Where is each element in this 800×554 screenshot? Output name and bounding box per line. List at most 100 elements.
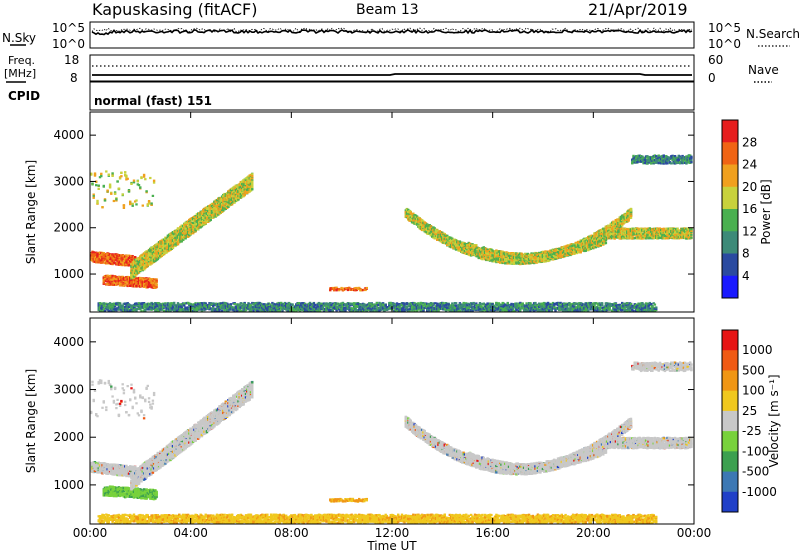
scatter-cell xyxy=(94,175,96,177)
scatter-cell xyxy=(176,307,178,309)
nave-label: Nave xyxy=(748,63,779,77)
scatter-cell xyxy=(93,197,95,199)
scatter-cell xyxy=(304,304,306,306)
scatter-cell xyxy=(104,199,106,201)
scatter-cell xyxy=(120,175,122,177)
scatter-cell xyxy=(116,180,118,182)
scatter-cell xyxy=(144,178,146,180)
scatter-cell xyxy=(338,288,340,290)
scatter-cell xyxy=(251,184,253,186)
noise-right-tick-bottom: 10^0 xyxy=(708,37,741,51)
scatter-cell xyxy=(119,177,121,179)
scatter-cell xyxy=(291,304,293,306)
scatter-cell xyxy=(223,309,225,311)
scatter-cell xyxy=(106,307,108,309)
scatter-cell xyxy=(366,287,368,289)
scatter-cell xyxy=(233,303,235,305)
scatter-cell xyxy=(100,173,102,175)
noise-sky-trace xyxy=(92,30,692,35)
scatter-cell xyxy=(132,205,134,207)
freq-tick-top: 18 xyxy=(64,53,79,67)
scatter-cell xyxy=(153,180,155,182)
scatter-cell xyxy=(145,190,147,192)
scatter-cell xyxy=(164,303,166,305)
scatter-cell xyxy=(118,188,120,190)
scatter-cell xyxy=(95,184,97,186)
scatter-cell xyxy=(142,205,144,207)
scatter-cell xyxy=(140,177,142,179)
scatter-cell xyxy=(140,310,142,312)
scatter-cell xyxy=(91,183,93,185)
scatter-cell xyxy=(123,207,125,209)
scatter-cell xyxy=(106,190,108,192)
scatter-cell xyxy=(129,203,131,205)
scatter-cell xyxy=(109,186,111,188)
scatter-cell xyxy=(251,175,253,177)
scatter-cell xyxy=(108,174,110,176)
scatter-cell xyxy=(251,186,253,188)
scatter-cell xyxy=(111,175,113,177)
scatter-cell xyxy=(113,200,115,202)
frequency-trace xyxy=(92,74,692,75)
scatter-cell xyxy=(123,204,125,206)
scatter-cell xyxy=(153,182,155,184)
scatter-cell xyxy=(101,262,103,264)
scatter-cell xyxy=(134,256,136,258)
frequency-panel-frame xyxy=(90,55,694,81)
scatter-cell xyxy=(124,171,126,173)
scatter-cell xyxy=(128,191,130,193)
scatter-cell xyxy=(152,195,154,197)
scatter-cell xyxy=(135,203,137,205)
scatter-cell xyxy=(130,183,132,185)
scatter-cell xyxy=(155,280,157,282)
scatter-cell xyxy=(105,170,107,172)
scatter-cell xyxy=(94,172,96,174)
scatter-cell xyxy=(155,286,157,288)
scatter-cell xyxy=(129,201,131,203)
scatter-cell xyxy=(103,308,105,310)
scatter-cell xyxy=(177,243,179,245)
scatter-cell xyxy=(122,193,124,195)
scatter-cell xyxy=(100,175,102,177)
scatter-cell xyxy=(150,202,152,204)
noise-right-tick-top: 10^5 xyxy=(708,21,741,35)
nave-tick-top: 60 xyxy=(708,53,723,67)
freq-tick-bottom: 8 xyxy=(70,71,78,85)
scatter-cell xyxy=(251,188,253,190)
scatter-cell xyxy=(138,184,140,186)
scatter-cell xyxy=(111,172,113,174)
scatter-cell xyxy=(96,200,98,202)
scatter-cell xyxy=(148,202,150,204)
scatter-cell xyxy=(139,186,141,188)
scatter-cell xyxy=(183,304,185,306)
scatter-cell xyxy=(101,206,103,208)
scatter-cell xyxy=(98,188,100,190)
scatter-cell xyxy=(172,247,174,249)
scatter-cell xyxy=(132,203,134,205)
scatter-cell xyxy=(210,219,212,221)
noise-panel-frame xyxy=(90,22,694,48)
scatter-cell xyxy=(135,199,137,201)
noise-left-label: N.Sky xyxy=(2,31,36,45)
scatter-cell xyxy=(125,255,127,257)
noise-panel: N.Sky 10^5 10^0 10^5 10^0 N.Search xyxy=(2,21,800,51)
scatter-cell xyxy=(171,302,173,304)
scatter-cell xyxy=(260,303,262,305)
frequency-panel: Freq. [MHz] 18 8 60 0 Nave xyxy=(4,53,779,85)
scatter-cell xyxy=(103,186,105,188)
scatter-cell xyxy=(120,172,122,174)
scatter-cell xyxy=(137,180,139,182)
nave-tick-bottom: 0 xyxy=(708,71,716,85)
freq-label-1: Freq. xyxy=(8,54,35,67)
cpid-value: normal (fast) 151 xyxy=(94,94,212,108)
noise-right-label: N.Search xyxy=(746,27,800,41)
scatter-cell xyxy=(148,200,150,202)
scatter-cell xyxy=(109,184,111,186)
scatter-cell xyxy=(340,287,342,289)
scatter-cell xyxy=(230,303,232,305)
scatter-cell xyxy=(110,193,112,195)
scatter-cell xyxy=(127,178,129,180)
scatter-cell xyxy=(201,308,203,310)
